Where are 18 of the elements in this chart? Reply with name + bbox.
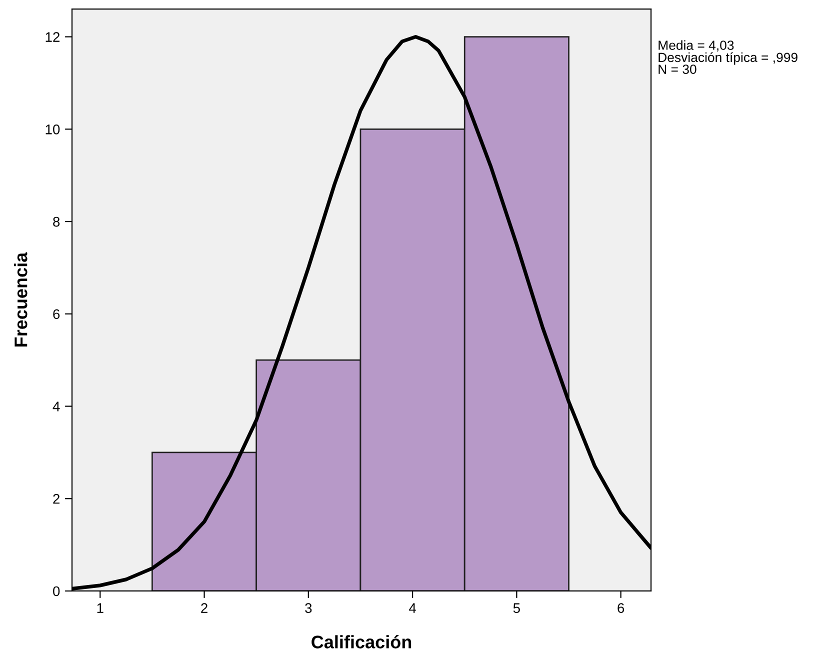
x-tick-label: 6	[618, 603, 624, 613]
y-axis-title: Frecuencia	[14, 252, 28, 346]
text: N = 30	[658, 64, 696, 74]
x-axis-title: Calificación	[312, 635, 412, 648]
x-tick-label: 1	[97, 603, 104, 613]
text: Desviación típica = ,999	[658, 52, 798, 65]
x-tick-label: 3	[305, 603, 312, 613]
y-tick-label: 0	[53, 586, 60, 596]
y-tick-label: 2	[53, 494, 60, 504]
text: Media = 4,03	[658, 40, 734, 52]
y-tick-label: 10	[46, 124, 60, 134]
x-tick-label: 5	[513, 603, 520, 613]
y-tick-label: 8	[53, 216, 60, 227]
y-tick-label: 4	[52, 402, 60, 412]
x-tick-label: 2	[201, 603, 208, 613]
y-tick-label: 12	[46, 32, 60, 42]
x-tick-label: 4	[409, 603, 416, 613]
y-tick-label: 6	[53, 309, 60, 320]
